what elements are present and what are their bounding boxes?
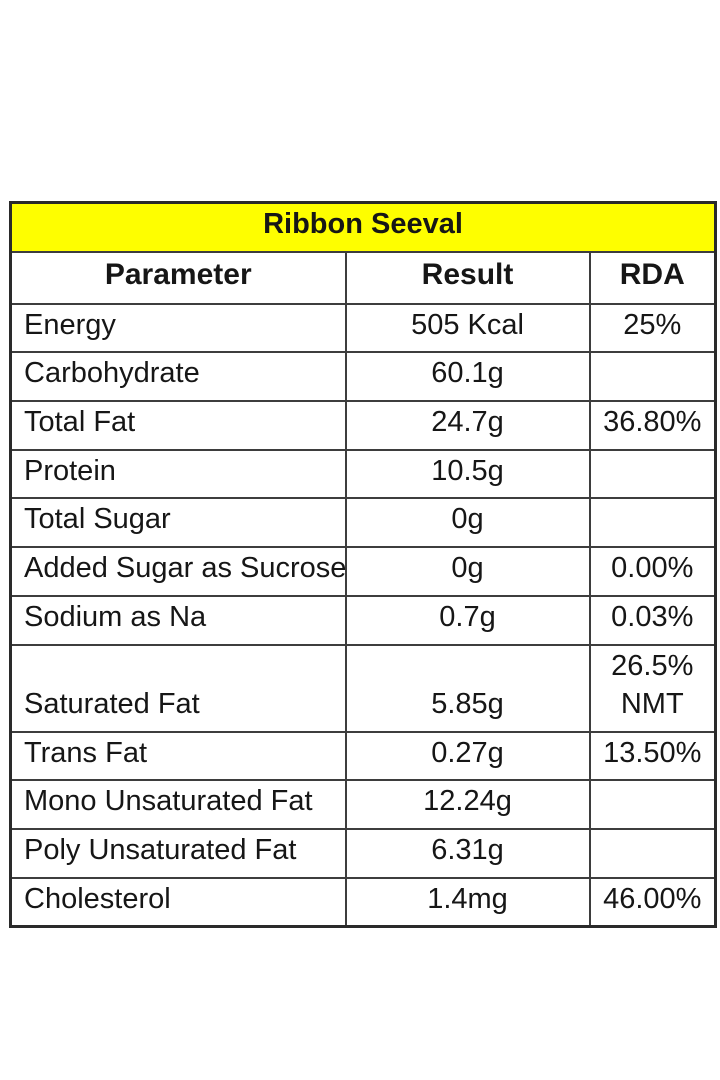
rda-cell: [588, 351, 717, 403]
parameter-cell: Cholesterol: [9, 876, 347, 928]
result-cell: 1.4mg: [344, 876, 591, 928]
column-header-rda: RDA: [588, 250, 717, 305]
rda-cell: [588, 779, 717, 830]
rda-cell: 0.00%: [588, 546, 717, 597]
table-row: Sodium as Na 0.7g 0.03%: [9, 594, 717, 646]
rda-cell: 25%: [588, 302, 717, 354]
rda-cell: 13.50%: [588, 730, 717, 782]
parameter-cell: Carbohydrate: [9, 351, 347, 403]
rda-cell: 0.03%: [588, 594, 717, 646]
parameter-cell: Trans Fat: [9, 730, 347, 782]
table-row: Poly Unsaturated Fat 6.31g: [9, 827, 717, 879]
table-row: Carbohydrate 60.1g: [9, 351, 717, 403]
rda-cell: 46.00%: [588, 876, 717, 928]
rda-value-line: 26.5%: [611, 650, 694, 683]
column-header-parameter: Parameter: [9, 250, 347, 305]
table-row: Mono Unsaturated Fat 12.24g: [9, 779, 717, 830]
result-cell: 5.85g: [344, 643, 591, 733]
parameter-cell: Total Sugar: [9, 497, 347, 549]
table-row: Added Sugar as Sucrose 0g 0.00%: [9, 546, 717, 597]
parameter-cell: Energy: [9, 302, 347, 354]
result-cell: 0g: [344, 546, 591, 597]
rda-cell: [588, 448, 717, 500]
table-row: Trans Fat 0.27g 13.50%: [9, 730, 717, 782]
rda-qualifier-line: NMT: [620, 687, 684, 720]
table-header-row: Parameter Result RDA: [9, 250, 717, 305]
parameter-cell: Protein: [9, 448, 347, 500]
table-row: Cholesterol 1.4mg 46.00%: [9, 876, 717, 928]
result-cell: 0.7g: [344, 594, 591, 646]
rda-cell: 36.80%: [588, 400, 717, 451]
table-row: Protein 10.5g: [9, 448, 717, 500]
parameter-cell: Poly Unsaturated Fat: [9, 827, 347, 879]
rda-cell: [588, 827, 717, 879]
table-row-saturated-fat: Saturated Fat 5.85g 26.5% NMT: [9, 643, 717, 733]
rda-cell: [588, 497, 717, 549]
result-cell: 60.1g: [344, 351, 591, 403]
table-row: Energy 505 Kcal 25%: [9, 302, 717, 354]
parameter-cell: Added Sugar as Sucrose: [9, 546, 347, 597]
result-cell: 0.27g: [344, 730, 591, 782]
column-header-result: Result: [344, 250, 591, 305]
result-cell: 0g: [344, 497, 591, 549]
parameter-cell: Saturated Fat: [9, 643, 347, 733]
table-row: Total Fat 24.7g 36.80%: [9, 400, 717, 451]
result-cell: 6.31g: [344, 827, 591, 879]
result-cell: 505 Kcal: [344, 302, 591, 354]
parameter-cell: Mono Unsaturated Fat: [9, 779, 347, 830]
parameter-cell: Total Fat: [9, 400, 347, 451]
result-cell: 24.7g: [344, 400, 591, 451]
table-title-row: Ribbon Seeval: [9, 201, 717, 253]
result-cell: 10.5g: [344, 448, 591, 500]
table-title: Ribbon Seeval: [9, 201, 717, 253]
result-cell: 12.24g: [344, 779, 591, 830]
parameter-cell: Sodium as Na: [9, 594, 347, 646]
nutrition-table: Ribbon Seeval Parameter Result RDA Energ…: [9, 201, 718, 929]
rda-cell: 26.5% NMT: [588, 643, 717, 733]
table-row: Total Sugar 0g: [9, 497, 717, 549]
